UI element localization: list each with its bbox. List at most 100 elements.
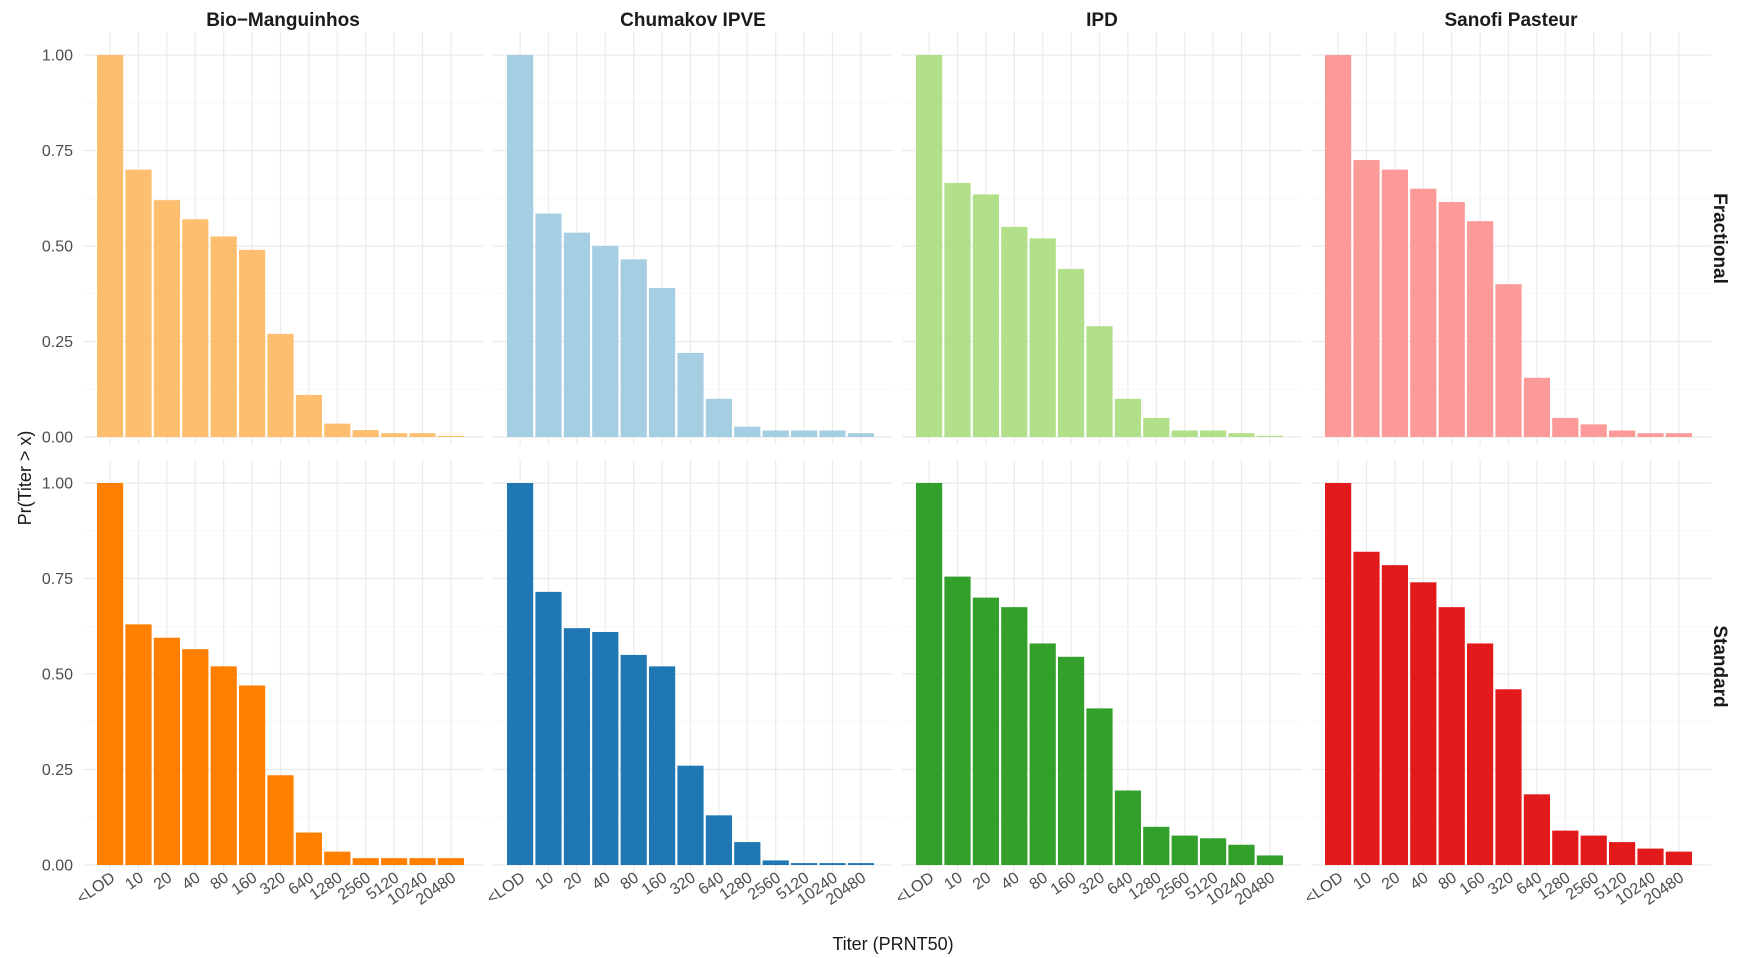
bar-80 bbox=[1438, 607, 1465, 865]
x-tick-label: 40 bbox=[998, 869, 1022, 893]
bar-80 bbox=[1438, 202, 1465, 437]
x-tick-label: 20 bbox=[970, 869, 994, 893]
bar-160 bbox=[649, 288, 676, 437]
bar-1280 bbox=[1552, 417, 1579, 437]
bar-640 bbox=[1114, 398, 1141, 437]
bar-10240 bbox=[1228, 844, 1255, 865]
bar-320 bbox=[1086, 708, 1113, 865]
bar-40 bbox=[1001, 226, 1028, 437]
bar-320 bbox=[267, 775, 294, 865]
y-tick-label: 0.25 bbox=[42, 762, 73, 779]
x-tick-label: 320 bbox=[257, 869, 289, 898]
x-tick-label: 320 bbox=[1485, 869, 1517, 898]
bar-<LOD bbox=[1325, 483, 1352, 865]
bar-10240 bbox=[1637, 433, 1664, 437]
bar-160 bbox=[1058, 268, 1085, 437]
bar-5120 bbox=[1200, 430, 1227, 437]
bar-2560 bbox=[352, 858, 379, 865]
bar-320 bbox=[677, 352, 704, 437]
bar-10240 bbox=[819, 430, 846, 437]
bar-2560 bbox=[1580, 835, 1607, 865]
bar-40 bbox=[1001, 607, 1028, 865]
x-tick-label: 160 bbox=[1048, 869, 1080, 898]
x-tick-label: 80 bbox=[1027, 869, 1051, 893]
y-tick-label: 0.00 bbox=[42, 858, 73, 875]
bar-80 bbox=[210, 666, 237, 865]
bar-20480 bbox=[437, 858, 464, 865]
bar-160 bbox=[239, 685, 266, 865]
x-tick-label: 20 bbox=[1379, 869, 1403, 893]
bar-<LOD bbox=[507, 483, 534, 865]
bar-1280 bbox=[734, 842, 761, 865]
bar-20 bbox=[563, 232, 590, 437]
bar-160 bbox=[1058, 656, 1085, 865]
bar-10 bbox=[125, 169, 152, 437]
bar-10 bbox=[535, 591, 562, 865]
facet-column-title: Bio−Manguinhos bbox=[206, 10, 360, 31]
bar-640 bbox=[295, 832, 322, 865]
x-tick-label: <LOD bbox=[893, 869, 937, 907]
x-tick-label: 10 bbox=[532, 869, 556, 893]
y-tick-label: 0.75 bbox=[42, 571, 73, 588]
bar-5120 bbox=[1200, 838, 1227, 865]
bar-2560 bbox=[762, 430, 789, 437]
bar-20 bbox=[153, 200, 180, 437]
x-tick-label: 10 bbox=[1350, 869, 1374, 893]
x-tick-label: <LOD bbox=[74, 869, 118, 907]
bar-20 bbox=[153, 637, 180, 865]
y-tick-label: 0.50 bbox=[42, 239, 73, 256]
bar-series-standard-1 bbox=[507, 483, 874, 865]
bar-20480 bbox=[1665, 433, 1692, 437]
bar-40 bbox=[1410, 188, 1437, 437]
bar-40 bbox=[592, 246, 619, 437]
x-tick-label: 40 bbox=[1407, 869, 1431, 893]
bar-<LOD bbox=[1325, 55, 1352, 437]
bar-1280 bbox=[734, 426, 761, 437]
bar-5120 bbox=[381, 433, 408, 437]
bar-20 bbox=[1381, 565, 1408, 865]
bar-20 bbox=[563, 628, 590, 865]
bar-10240 bbox=[819, 863, 846, 865]
x-tick-label: 40 bbox=[179, 869, 203, 893]
bar-1280 bbox=[1143, 417, 1170, 437]
x-axis-title: Titer (PRNT50) bbox=[832, 934, 953, 954]
bar-160 bbox=[649, 666, 676, 865]
facet-row-title: Fractional bbox=[1709, 193, 1730, 284]
bar-20480 bbox=[437, 435, 464, 437]
x-tick-label: 10 bbox=[122, 869, 146, 893]
bar-2560 bbox=[1171, 835, 1198, 865]
bar-series-standard-0 bbox=[97, 483, 464, 865]
y-tick-label: 0.75 bbox=[42, 143, 73, 160]
bar-20480 bbox=[1256, 435, 1283, 437]
bar-<LOD bbox=[97, 55, 124, 437]
bar-10 bbox=[1353, 551, 1380, 865]
bar-320 bbox=[1495, 689, 1522, 865]
bar-series-standard-3 bbox=[1325, 483, 1692, 865]
bar-640 bbox=[1523, 794, 1550, 865]
bar-10 bbox=[1353, 160, 1380, 438]
bar-40 bbox=[182, 219, 209, 437]
x-tick-label: 10 bbox=[941, 869, 965, 893]
bar-2560 bbox=[762, 860, 789, 865]
x-tick-label: 80 bbox=[208, 869, 232, 893]
bar-10 bbox=[535, 213, 562, 437]
y-tick-label: 1.00 bbox=[42, 48, 73, 65]
bar-5120 bbox=[791, 430, 818, 437]
bar-640 bbox=[1114, 790, 1141, 865]
bar-320 bbox=[267, 333, 294, 437]
y-axis-title: Pr(Titer > x) bbox=[15, 431, 35, 526]
bar-series-fractional-3 bbox=[1325, 55, 1692, 438]
bar-640 bbox=[705, 398, 732, 437]
bar-320 bbox=[1495, 284, 1522, 437]
bar-series-standard-2 bbox=[916, 483, 1283, 865]
x-tick-label: 80 bbox=[1436, 869, 1460, 893]
x-tick-label: 160 bbox=[229, 869, 261, 898]
bar-series-fractional-1 bbox=[507, 55, 874, 437]
bar-20480 bbox=[1665, 851, 1692, 865]
bar-160 bbox=[239, 249, 266, 437]
x-tick-label: 20 bbox=[151, 869, 175, 893]
x-tick-label: 160 bbox=[639, 869, 671, 898]
bar-10 bbox=[944, 576, 971, 865]
bar-640 bbox=[1523, 377, 1550, 437]
